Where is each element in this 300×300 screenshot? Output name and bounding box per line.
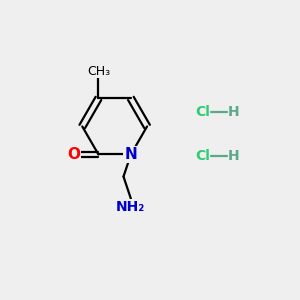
Text: Cl: Cl	[196, 149, 210, 163]
Text: H: H	[228, 149, 240, 163]
Text: Cl: Cl	[196, 105, 210, 119]
Text: CH₃: CH₃	[87, 65, 110, 78]
Text: N: N	[124, 147, 137, 162]
Text: NH₂: NH₂	[116, 200, 146, 214]
Text: H: H	[228, 105, 240, 119]
Text: O: O	[67, 147, 80, 162]
